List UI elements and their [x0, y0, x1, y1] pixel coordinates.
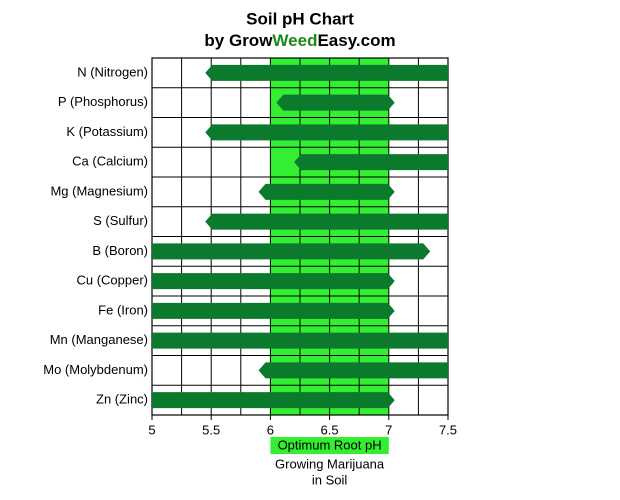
- y-tick-label: Mn (Manganese): [50, 332, 148, 347]
- x-tick-label: 7: [385, 422, 392, 437]
- x-tick-label: 6: [267, 422, 274, 437]
- range-bar: [152, 332, 448, 349]
- chart-subtitle: by GrowWeedEasy.com: [204, 31, 395, 50]
- x-tick-label: 6.5: [321, 422, 339, 437]
- y-tick-label: S (Sulfur): [93, 213, 148, 228]
- range-bar: [258, 362, 448, 379]
- y-tick-label: K (Potassium): [66, 124, 148, 139]
- plot-border: [151, 57, 449, 416]
- range-bar: [152, 273, 395, 290]
- range-bar: [152, 302, 395, 319]
- optimum-label-box: [270, 437, 389, 454]
- range-bar: [152, 243, 431, 260]
- x-tick-label: 5: [148, 422, 155, 437]
- range-bar: [205, 64, 448, 81]
- y-tick-label: Mg (Magnesium): [50, 183, 148, 198]
- range-bar: [276, 94, 395, 111]
- subtitle-highlight: Weed: [272, 31, 317, 50]
- chart-title: Soil pH Chart: [246, 9, 354, 28]
- range-bar: [205, 213, 448, 230]
- y-tick-label: Zn (Zinc): [96, 392, 148, 407]
- y-tick-label: Ca (Calcium): [72, 154, 148, 169]
- y-tick-label: B (Boron): [92, 243, 148, 258]
- range-bar: [258, 183, 395, 200]
- y-tick-label: Mo (Molybdenum): [43, 362, 148, 377]
- y-tick-label: N (Nitrogen): [77, 64, 148, 79]
- y-tick-label: P (Phosphorus): [58, 94, 148, 109]
- note: Growing Marijuana: [275, 456, 385, 471]
- optimum-label: Optimum Root pH: [278, 437, 382, 452]
- range-bar: [205, 124, 448, 141]
- note: in Soil: [312, 472, 348, 487]
- y-tick-label: Fe (Iron): [98, 302, 148, 317]
- x-tick-label: 7.5: [439, 422, 457, 437]
- y-tick-label: Cu (Copper): [76, 273, 148, 288]
- subtitle-part: Easy.com: [317, 31, 395, 50]
- range-bar: [152, 392, 395, 409]
- range-bar: [294, 154, 448, 171]
- x-tick-label: 5.5: [202, 422, 220, 437]
- subtitle-part: by Grow: [204, 31, 273, 50]
